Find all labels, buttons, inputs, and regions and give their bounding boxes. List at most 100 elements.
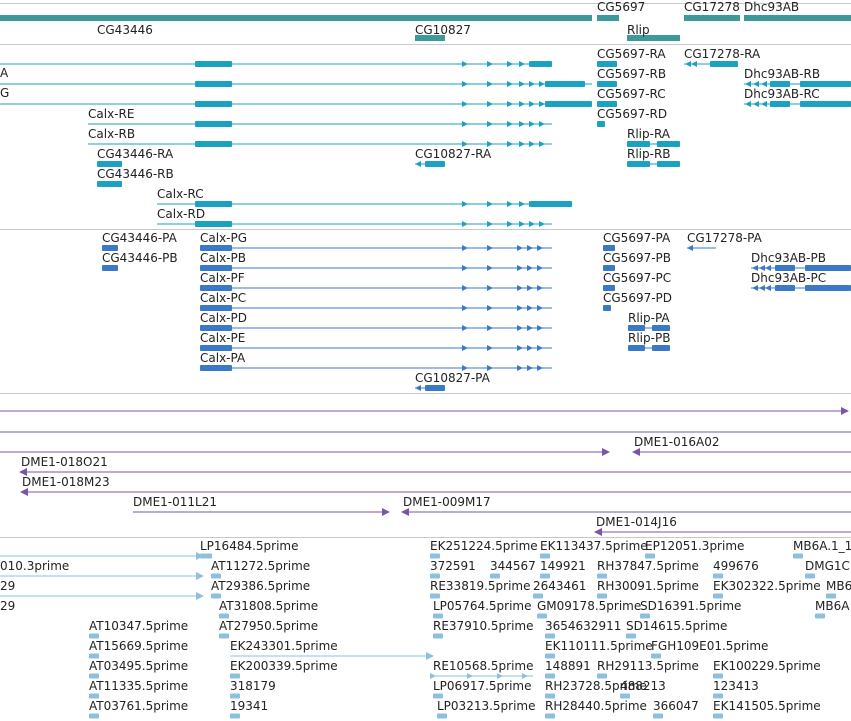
- feature-glyph[interactable]: [597, 673, 607, 679]
- feature-glyph[interactable]: [157, 201, 572, 207]
- feature-glyph[interactable]: [597, 121, 605, 127]
- feature-label[interactable]: Rlip-RB: [627, 147, 671, 161]
- feature-label[interactable]: CG43446-PA: [102, 231, 177, 245]
- feature-label[interactable]: 29: [0, 579, 16, 593]
- feature-glyph[interactable]: [540, 553, 550, 559]
- feature-glyph[interactable]: [0, 81, 592, 87]
- feature-glyph[interactable]: [713, 593, 723, 599]
- feature-glyph[interactable]: [219, 633, 229, 639]
- feature-label[interactable]: AT31808.5prime: [219, 599, 319, 613]
- feature-glyph[interactable]: [200, 365, 552, 371]
- feature-glyph[interactable]: [230, 673, 240, 679]
- feature-glyph[interactable]: [200, 285, 552, 291]
- feature-glyph[interactable]: [597, 61, 617, 67]
- feature-label[interactable]: CG5697-RD: [597, 107, 668, 121]
- feature-glyph[interactable]: [88, 121, 552, 127]
- feature-glyph[interactable]: [437, 713, 447, 719]
- feature-label[interactable]: LP16484.5prime: [200, 539, 299, 553]
- feature-label[interactable]: Calx-PD: [200, 311, 247, 325]
- feature-label[interactable]: AT03761.5prime: [89, 699, 189, 713]
- feature-glyph[interactable]: [537, 613, 547, 619]
- feature-label[interactable]: Dhc93AB: [744, 0, 800, 14]
- feature-glyph[interactable]: [597, 81, 617, 87]
- feature-glyph[interactable]: [627, 161, 680, 167]
- feature-label[interactable]: Calx-PA: [200, 351, 246, 365]
- feature-label[interactable]: 29: [0, 599, 16, 613]
- clone-track[interactable]: [0, 407, 851, 536]
- feature-glyph[interactable]: [751, 265, 851, 271]
- feature-label[interactable]: CG17278: [684, 0, 740, 14]
- feature-label[interactable]: Calx-RC: [157, 187, 204, 201]
- feature-label[interactable]: EK200339.5prime: [230, 659, 338, 673]
- feature-label[interactable]: EK243301.5prime: [230, 639, 338, 653]
- feature-glyph[interactable]: [433, 613, 443, 619]
- feature-glyph[interactable]: [597, 101, 617, 107]
- feature-glyph[interactable]: [89, 673, 99, 679]
- feature-glyph[interactable]: [597, 573, 607, 579]
- feature-label[interactable]: 010.3prime: [0, 559, 70, 573]
- feature-label[interactable]: EK113437.5prime: [540, 539, 648, 553]
- feature-label[interactable]: CG5697-PC: [603, 271, 672, 285]
- feature-glyph[interactable]: [751, 285, 851, 291]
- feature-label[interactable]: 149921: [540, 559, 586, 573]
- feature-label[interactable]: CG17278-RA: [684, 47, 761, 61]
- feature-glyph[interactable]: [603, 305, 611, 311]
- feature-label[interactable]: SD16391.5prime: [640, 599, 742, 613]
- feature-label[interactable]: AT27950.5prime: [219, 619, 319, 633]
- feature-glyph[interactable]: [430, 593, 440, 599]
- feature-glyph[interactable]: [0, 15, 592, 21]
- feature-glyph[interactable]: [684, 61, 738, 67]
- feature-glyph[interactable]: [415, 35, 445, 41]
- feature-glyph[interactable]: [627, 35, 680, 41]
- feature-glyph[interactable]: [713, 573, 723, 579]
- feature-label[interactable]: DME1-018M23: [22, 475, 110, 489]
- feature-label[interactable]: DMG1C.: [805, 559, 851, 573]
- feature-glyph[interactable]: [628, 345, 670, 351]
- feature-label[interactable]: CG43446-PB: [102, 251, 178, 265]
- feature-label[interactable]: Calx-RB: [88, 127, 136, 141]
- feature-label[interactable]: 372591: [430, 559, 476, 573]
- feature-label[interactable]: AT29386.5prime: [211, 579, 311, 593]
- feature-label[interactable]: LP06917.5prime: [433, 679, 532, 693]
- feature-glyph[interactable]: [102, 265, 118, 271]
- feature-glyph[interactable]: [89, 653, 99, 659]
- feature-glyph[interactable]: [540, 573, 550, 579]
- feature-label[interactable]: Calx-PC: [200, 291, 247, 305]
- feature-label[interactable]: Rlip-PB: [628, 331, 671, 345]
- feature-glyph[interactable]: [89, 713, 99, 719]
- feature-label[interactable]: RH23728.5prime: [545, 679, 647, 693]
- feature-glyph[interactable]: [597, 15, 619, 21]
- feature-label[interactable]: DME1-018O21: [21, 455, 108, 469]
- feature-label[interactable]: CG5697-RB: [597, 67, 667, 81]
- feature-glyph[interactable]: [0, 101, 592, 107]
- feature-glyph[interactable]: [603, 265, 615, 271]
- feature-label[interactable]: LP05764.5prime: [433, 599, 532, 613]
- feature-glyph[interactable]: [433, 693, 443, 699]
- feature-label[interactable]: DME1-009M17: [403, 495, 491, 509]
- feature-label[interactable]: EK100229.5prime: [713, 659, 821, 673]
- feature-glyph[interactable]: [0, 407, 849, 415]
- feature-label[interactable]: FGH109E01.5prime: [651, 639, 769, 653]
- feature-label[interactable]: CG43446: [97, 23, 153, 37]
- feature-glyph[interactable]: [19, 468, 851, 476]
- feature-label[interactable]: DME1-016A02: [634, 435, 720, 449]
- feature-glyph[interactable]: [713, 693, 723, 699]
- feature-label[interactable]: Calx-PF: [200, 271, 245, 285]
- feature-label[interactable]: Rlip: [627, 23, 650, 37]
- feature-glyph[interactable]: [401, 508, 851, 516]
- feature-glyph[interactable]: [102, 245, 118, 251]
- feature-label[interactable]: CG43446-RB: [97, 167, 174, 181]
- feature-glyph[interactable]: [0, 572, 204, 580]
- feature-label[interactable]: 344567: [490, 559, 536, 573]
- feature-label[interactable]: RH28440.5prime: [545, 699, 647, 713]
- feature-label[interactable]: Dhc93AB-RB: [744, 67, 821, 81]
- feature-glyph[interactable]: [545, 673, 555, 679]
- feature-label[interactable]: LP03213.5prime: [437, 699, 536, 713]
- transcript-track[interactable]: [0, 61, 851, 227]
- feature-glyph[interactable]: [157, 221, 552, 227]
- feature-label[interactable]: 366047: [653, 699, 699, 713]
- feature-label[interactable]: CG10827: [415, 23, 471, 37]
- feature-label[interactable]: MB6A: [815, 599, 850, 613]
- feature-label[interactable]: 488213: [620, 679, 666, 693]
- feature-glyph[interactable]: [430, 573, 440, 579]
